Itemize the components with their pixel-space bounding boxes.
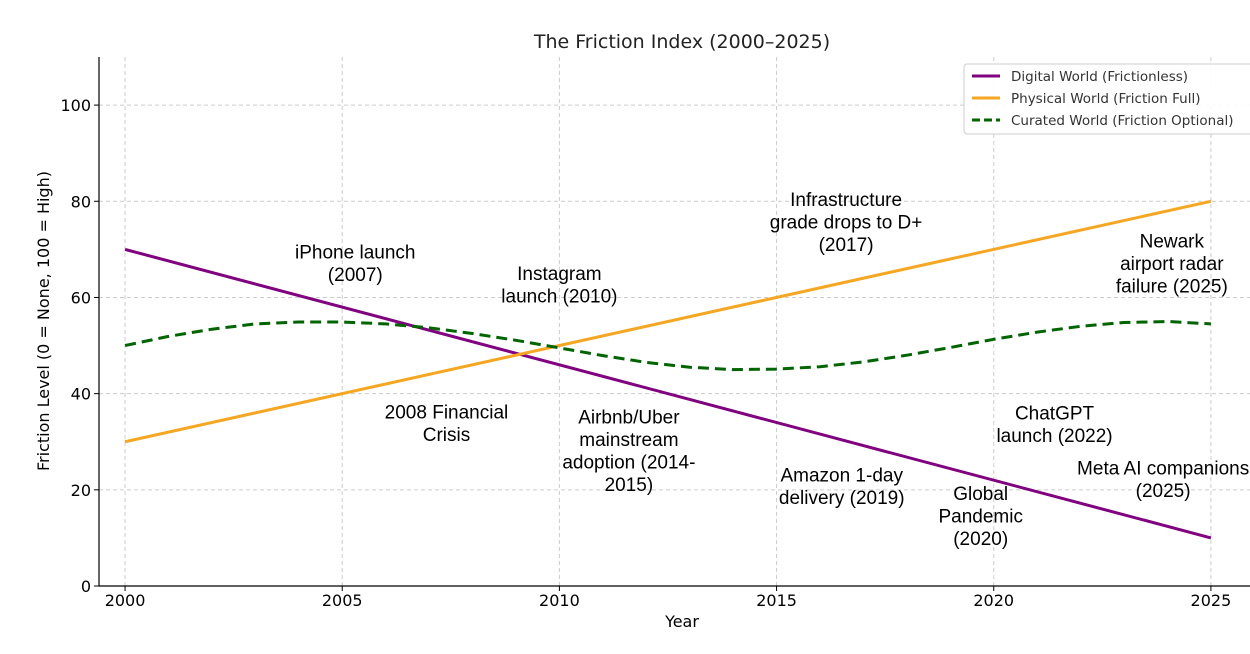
series-layer [124,199,1212,540]
y-tick-label: 0 [81,577,91,596]
annotation-line: (2017) [819,235,874,256]
annotation-line: (2007) [328,265,383,286]
series-line-3 [124,320,1211,372]
annotation-line: 2015) [605,475,654,496]
y-axis-label: Friction Level (0 = None, 100 = High) [34,171,53,471]
y-tick-label: 80 [71,192,91,211]
x-tick-label: 2000 [105,591,146,610]
legend-box [963,63,1250,135]
annotation-line: Crisis [423,425,471,446]
grid-layer [99,57,1250,586]
y-tick-label: 100 [60,96,91,115]
annotation-line: Pandemic [938,506,1023,527]
y-tick-label: 20 [71,481,91,500]
y-tick-label: 40 [71,385,91,404]
annotation-line: 2008 Financial [385,403,509,424]
annotation-line: iPhone launch [295,243,415,264]
annotation-line: adoption (2014- [562,453,695,474]
x-tick-label: 2015 [756,591,797,610]
axes-layer: 2000 2005 2010 2015 2020 2025 0 20 40 60 80 100 [60,57,1250,610]
annotation-line: Amazon 1-day [780,466,903,487]
annotation-line: ChatGPT [1015,404,1095,425]
legend-label-1: Digital World (Frictionless) [1011,69,1188,85]
x-axis-label: Year [664,612,699,631]
annotation-line: grade drops to D+ [770,212,923,233]
annotation-line: (2020) [953,529,1008,550]
series-line-2 [124,199,1212,444]
annotation-line: airport radar [1120,254,1224,275]
series-line-1 [124,247,1212,540]
x-tick-label: 2025 [1191,591,1232,610]
annotation-10: Meta AI companions(2025) [1077,459,1249,503]
annotation-1: iPhone launch(2007) [295,243,415,287]
x-tick-label: 2010 [539,591,580,610]
annotation-line: (2025) [1136,481,1191,502]
x-tick-label: 2020 [973,591,1014,610]
legend: Digital World (Frictionless) Physical Wor… [963,63,1250,135]
annotation-line: delivery (2019) [779,488,905,509]
x-tick-label: 2005 [322,591,363,610]
annotation-line: Meta AI companions [1077,459,1249,480]
annotation-line: launch (2010) [501,287,617,308]
annotation-line: Newark [1140,231,1205,252]
annotation-line: Infrastructure [790,190,902,211]
legend-label-3: Curated World (Friction Optional) [1011,113,1234,129]
annotation-line: Airbnb/Uber [578,408,680,429]
annotation-line: Instagram [517,264,601,285]
annotation-line: mainstream [579,430,678,451]
chart-title: The Friction Index (2000–2025) [533,31,830,53]
legend-label-2: Physical World (Friction Full) [1011,91,1200,107]
annotation-line: failure (2025) [1116,276,1228,297]
y-tick-label: 60 [71,288,91,307]
annotation-line: launch (2022) [996,426,1112,447]
annotation-line: Global [953,484,1008,505]
